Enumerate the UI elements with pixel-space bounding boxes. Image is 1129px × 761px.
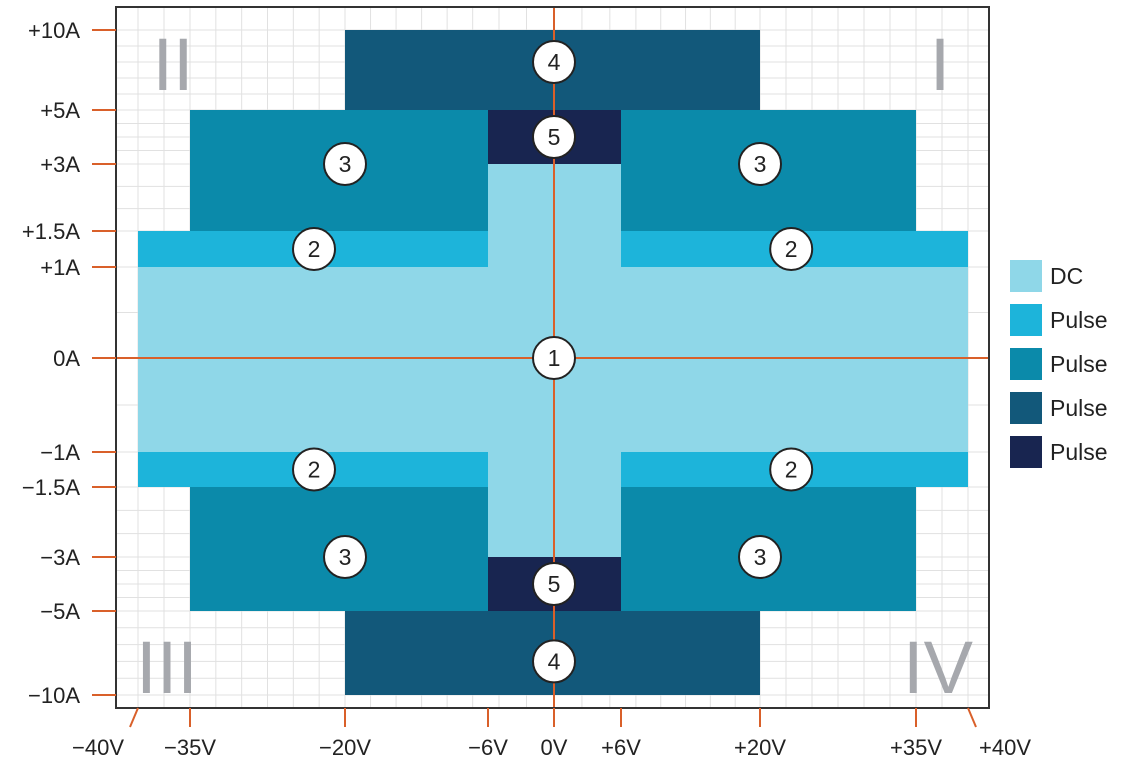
region-marker-label: 3 [339, 151, 352, 177]
region-marker-label: 3 [754, 151, 767, 177]
region-marker-label: 2 [785, 236, 798, 262]
y-tick-label: +1A [40, 255, 80, 280]
legend-item: DC [1010, 254, 1125, 298]
region-marker [769, 447, 814, 492]
region-marker-label: 2 [308, 236, 321, 262]
legend-label: Pulse [1050, 394, 1108, 421]
x-tick [967, 707, 977, 728]
x-tick-label: +35V [890, 735, 942, 760]
x-tick-label: 0V [541, 735, 568, 760]
y-tick-label: −10A [28, 683, 80, 708]
region-marker-label: 3 [754, 544, 767, 570]
region-marker-label: 4 [548, 49, 561, 75]
region-marker-label: 2 [308, 457, 321, 483]
region-marker [532, 562, 576, 606]
x-tick-label: −35V [164, 735, 216, 760]
region-marker-label: 5 [548, 571, 561, 597]
y-tick-label: −5A [40, 599, 80, 624]
region-marker [323, 142, 367, 186]
legend-swatch [1010, 436, 1042, 468]
region-marker-label: 5 [548, 124, 561, 150]
legend-swatch [1010, 304, 1042, 336]
region-marker [738, 535, 782, 579]
y-tick-label: +1.5A [22, 219, 80, 244]
legend: DC Pulse Pulse Pulse Pulse [1010, 254, 1125, 474]
region-marker-label: 2 [785, 457, 798, 483]
region-marker [532, 336, 576, 380]
legend-swatch [1010, 392, 1042, 424]
region-marker [292, 447, 336, 492]
legend-item: Pulse [1010, 342, 1125, 386]
x-tick [129, 707, 139, 728]
x-tick-label: +40V [979, 735, 1031, 760]
legend-label: Pulse [1050, 306, 1108, 333]
region-marker [323, 535, 367, 579]
region-marker [738, 142, 782, 186]
x-tick-label: +20V [734, 735, 786, 760]
quadrant-label: I [930, 23, 951, 106]
region-marker-label: 1 [548, 345, 561, 371]
legend-label: Pulse [1050, 438, 1108, 465]
legend-item: Pulse [1010, 386, 1125, 430]
legend-item: Pulse [1010, 430, 1125, 474]
region-marker [532, 639, 576, 684]
x-tick-label: −20V [319, 735, 371, 760]
y-tick-label: +3A [40, 152, 80, 177]
legend-label: DC [1050, 262, 1084, 289]
legend-swatch [1010, 348, 1042, 380]
quadrant-label: III [136, 626, 198, 709]
quadrant-label: II [152, 23, 193, 106]
legend-swatch [1010, 260, 1042, 292]
region-marker [292, 227, 336, 271]
y-tick-label: −1A [40, 440, 80, 465]
legend-item: Pulse [1010, 298, 1125, 342]
region-marker [532, 40, 576, 84]
region-marker-label: 3 [339, 544, 352, 570]
region-marker [532, 115, 576, 159]
y-tick-label: 0A [53, 346, 80, 371]
x-tick-label: +6V [601, 735, 641, 760]
region-marker [769, 227, 814, 271]
y-tick-label: +10A [28, 18, 80, 43]
x-tick-label: −6V [468, 735, 508, 760]
region-marker-label: 4 [548, 648, 561, 674]
y-tick-label: +5A [40, 98, 80, 123]
x-tick-label: −40V [72, 735, 124, 760]
quadrant-label: IV [903, 626, 974, 709]
legend-label: Pulse [1050, 350, 1108, 377]
y-tick-label: −1.5A [22, 475, 80, 500]
y-tick-label: −3A [40, 545, 80, 570]
